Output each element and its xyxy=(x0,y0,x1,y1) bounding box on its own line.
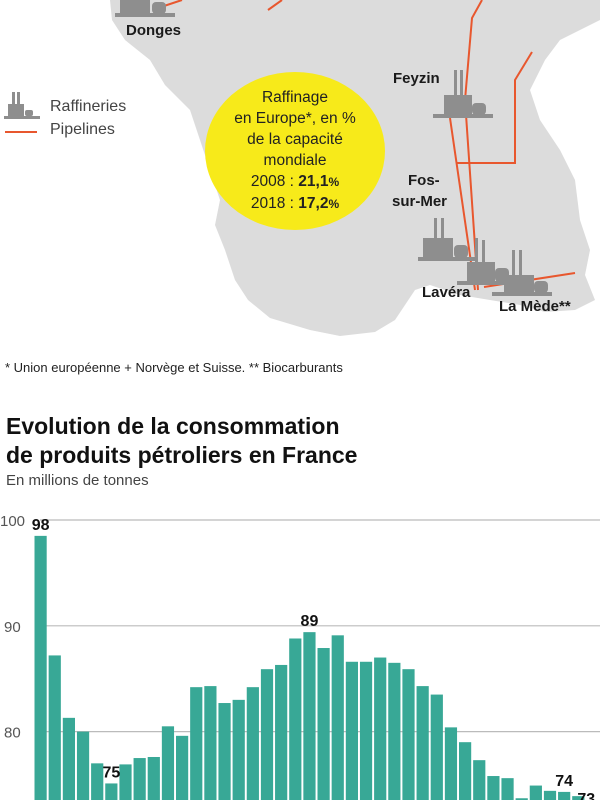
bubble-line: Raffinage xyxy=(261,89,329,106)
europe-refining-bubble: Raffinage en Europe*, en % de la capacit… xyxy=(205,72,385,230)
bar xyxy=(501,778,514,800)
refinery-icon-feyzin xyxy=(433,70,493,118)
bar xyxy=(76,731,90,800)
bar xyxy=(515,798,528,800)
bar xyxy=(430,694,443,800)
bar xyxy=(529,785,542,800)
bubble-line: mondiale xyxy=(263,152,327,169)
city-la-mede: La Mède** xyxy=(499,298,571,315)
data-label: 75 xyxy=(102,764,120,781)
bubble-2018: 2018 : 17,2% xyxy=(250,195,340,212)
y-tick-label: 80 xyxy=(4,725,21,742)
city-lavera: Lavéra xyxy=(422,284,471,301)
bar xyxy=(176,735,189,800)
bar xyxy=(416,686,429,800)
bar xyxy=(119,764,132,800)
bar xyxy=(289,638,302,800)
pipeline-rhone-1 xyxy=(463,0,483,291)
pipeline-north xyxy=(267,0,283,11)
bar xyxy=(161,726,175,800)
bar xyxy=(345,661,358,800)
bubble-line: de la capacité xyxy=(247,131,343,148)
city-fos-line2: sur-Mer xyxy=(392,193,448,210)
bubble-2008: 2008 : 21,1% xyxy=(250,173,340,190)
bar xyxy=(105,783,118,800)
chart-title: Evolution de la consommation de produits… xyxy=(6,413,358,468)
bar xyxy=(48,655,61,800)
legend-pipeline-icon xyxy=(5,131,37,133)
legend-pipelines-label: Pipelines xyxy=(50,121,115,138)
legend-refineries-label: Raffineries xyxy=(50,98,127,115)
pipeline-rhone-2 xyxy=(449,117,476,291)
bar xyxy=(444,727,458,800)
pipelines xyxy=(157,0,576,291)
bar xyxy=(459,742,472,800)
bar xyxy=(275,664,288,800)
bubble-line: en Europe*, en % xyxy=(234,110,356,127)
chart-subtitle: En millions de tonnes xyxy=(6,472,149,489)
bar xyxy=(204,686,217,800)
consumption-bar-chart: 80 90 100 98 75 89 74 73 xyxy=(0,513,600,800)
data-label: 98 xyxy=(32,517,50,534)
y-tick-label: 90 xyxy=(4,619,21,636)
refinery-icon-la-mede xyxy=(492,250,552,296)
city-feyzin: Feyzin xyxy=(393,70,440,87)
bar xyxy=(133,758,146,800)
bar xyxy=(331,635,344,800)
bar xyxy=(487,776,500,800)
city-donges: Donges xyxy=(126,22,182,39)
bar xyxy=(190,687,203,800)
bar xyxy=(359,661,373,800)
y-tick-label: 100 xyxy=(0,513,25,530)
bar xyxy=(91,763,104,800)
bar xyxy=(572,796,585,800)
refinery-icon-donges xyxy=(115,0,175,17)
footnote: * Union européenne + Norvège et Suisse. … xyxy=(5,360,343,375)
bar xyxy=(473,760,486,800)
legend-refinery-icon xyxy=(4,92,40,119)
bar xyxy=(543,790,557,800)
bar xyxy=(317,648,330,800)
refineries xyxy=(4,0,552,296)
bar xyxy=(147,756,160,800)
refinery-icon-lavera xyxy=(457,238,513,285)
bar xyxy=(232,699,245,800)
bar xyxy=(558,791,571,800)
city-fos-line1: Fos- xyxy=(408,172,440,189)
data-label: 89 xyxy=(301,613,319,630)
bar xyxy=(246,687,259,800)
bar xyxy=(388,662,401,800)
bar xyxy=(34,535,47,800)
bar xyxy=(374,657,387,800)
bar xyxy=(402,669,415,800)
bar xyxy=(260,669,274,800)
data-label: 74 xyxy=(555,773,573,790)
bar xyxy=(62,717,75,800)
bar xyxy=(303,632,316,800)
data-label: 73 xyxy=(577,791,595,800)
pipeline-alps xyxy=(457,51,533,164)
refinery-icon-fos xyxy=(418,218,478,261)
bar xyxy=(218,703,231,800)
